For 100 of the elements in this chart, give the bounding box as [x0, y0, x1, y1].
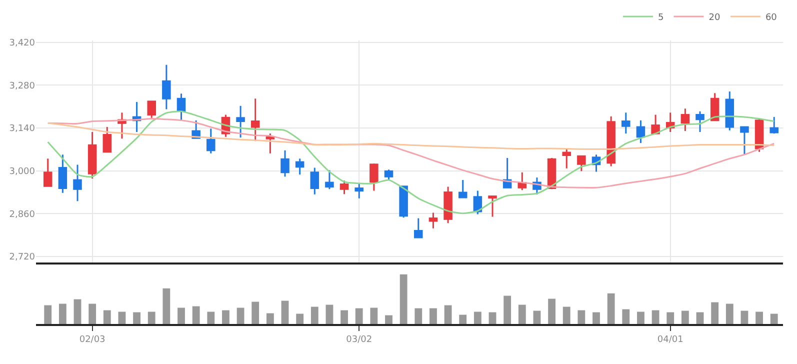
candlestick	[428, 212, 438, 230]
bar	[637, 312, 644, 324]
candlestick	[622, 112, 630, 134]
bar	[236, 308, 244, 324]
bar	[133, 312, 140, 324]
line-series	[47, 110, 775, 214]
candlestick	[458, 179, 468, 199]
bar	[488, 312, 496, 324]
candlestick	[280, 150, 290, 178]
bar	[696, 312, 704, 324]
bar	[459, 314, 467, 324]
candlestick	[680, 108, 690, 132]
bar	[88, 304, 96, 324]
bar	[430, 308, 437, 324]
candlestick	[295, 158, 304, 176]
candlestick	[162, 64, 171, 110]
candlestick	[102, 126, 112, 153]
bar	[74, 299, 82, 324]
candlestick	[176, 92, 186, 122]
bar	[207, 312, 215, 324]
bar	[118, 312, 126, 324]
bar	[103, 310, 111, 324]
candlestick	[236, 105, 245, 138]
candlestick	[58, 154, 68, 194]
candlestick	[488, 194, 497, 218]
y-tick-label: 2,860	[9, 210, 36, 220]
bar	[518, 304, 526, 324]
bar	[474, 312, 482, 324]
candlestick	[696, 110, 704, 133]
candlestick	[340, 180, 349, 195]
bar	[726, 304, 734, 324]
bar	[326, 304, 334, 324]
bar	[548, 298, 556, 324]
x-tick-label: 04/01	[657, 334, 684, 345]
bar	[681, 310, 689, 324]
candlestick	[310, 167, 320, 196]
bar	[385, 315, 392, 324]
candlestick	[606, 116, 616, 167]
candlestick	[651, 114, 660, 134]
bar	[281, 300, 289, 324]
bar	[44, 305, 52, 324]
y-tick-label: 2,720	[9, 252, 36, 263]
candlestick	[414, 218, 423, 239]
bar	[58, 304, 66, 324]
bar	[533, 310, 541, 324]
bar	[562, 306, 570, 324]
bar	[756, 312, 763, 324]
candlestick	[250, 98, 260, 142]
bar	[622, 309, 630, 324]
candlestick	[636, 120, 646, 144]
y-tick-label: 3,000	[9, 166, 36, 177]
bar	[296, 314, 304, 324]
candlestick	[562, 148, 571, 170]
bar	[162, 288, 170, 324]
bar	[414, 308, 422, 324]
bar	[578, 310, 586, 324]
bar	[652, 310, 660, 324]
candlestick	[206, 128, 216, 154]
candlestick	[73, 164, 82, 202]
bar	[266, 313, 274, 324]
candlestick	[147, 100, 156, 119]
candlestick	[577, 155, 586, 172]
bar	[252, 302, 260, 324]
bar	[178, 308, 185, 324]
bar	[310, 306, 318, 324]
legend-label: 5	[658, 13, 664, 24]
candlestick	[740, 126, 749, 156]
bar	[222, 310, 230, 324]
candlestick	[473, 190, 482, 216]
x-tick-label: 03/02	[346, 334, 372, 345]
candlestick	[118, 112, 126, 140]
bar	[770, 314, 778, 324]
candlestick	[325, 169, 334, 190]
bar	[444, 305, 452, 324]
bar	[192, 306, 200, 324]
bar	[740, 310, 748, 324]
candlestick	[444, 186, 452, 224]
candlestick	[266, 132, 275, 154]
candlestick	[725, 90, 734, 132]
candlestick	[770, 116, 778, 134]
candlestick	[384, 168, 394, 181]
y-tick-label: 3,420	[9, 38, 36, 48]
bar	[592, 312, 600, 324]
bar	[370, 308, 378, 324]
bar	[400, 274, 408, 324]
legend-label: 20	[708, 13, 720, 24]
y-tick-label: 3,140	[9, 124, 36, 134]
bar	[148, 312, 156, 324]
candlestick	[399, 185, 408, 218]
bar	[504, 296, 512, 324]
candlestick	[370, 162, 378, 192]
candlestick	[88, 131, 97, 180]
bar	[711, 302, 719, 324]
legend-label: 60	[765, 13, 778, 24]
bar	[666, 312, 674, 324]
x-tick-label: 02/03	[79, 334, 106, 345]
bar	[607, 293, 615, 324]
bar	[355, 308, 363, 324]
bar	[340, 310, 348, 324]
candlestick	[710, 92, 720, 122]
